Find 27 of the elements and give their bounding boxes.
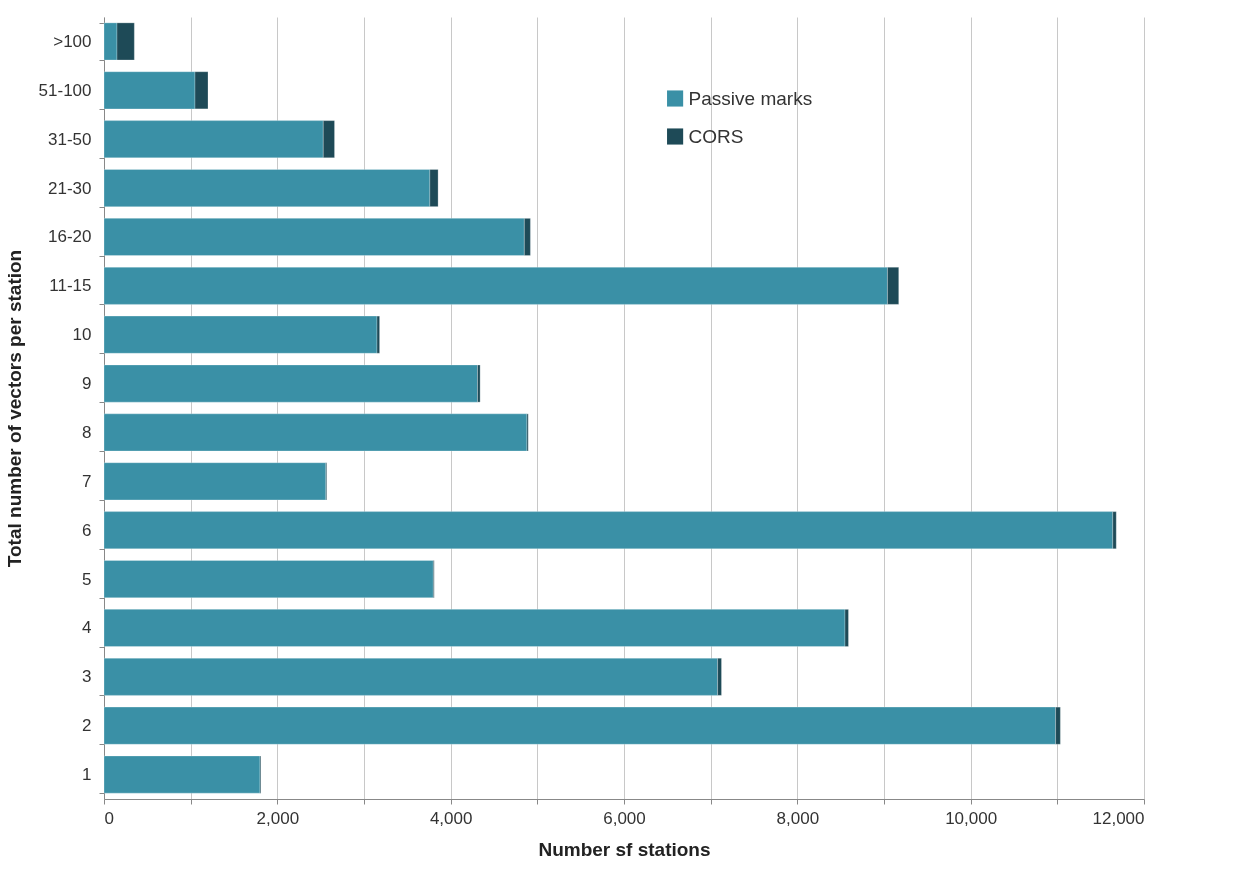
y-tick-label: 31-50 bbox=[48, 129, 92, 149]
y-tick-label: 11-15 bbox=[49, 276, 92, 296]
x-tick-label: 6,000 bbox=[603, 808, 646, 828]
y-tick-label: 10 bbox=[72, 325, 92, 345]
x-tick-label: 12,000 bbox=[1092, 808, 1145, 828]
y-tick-label: 7 bbox=[82, 471, 92, 491]
legend-label: Passive marks bbox=[688, 87, 813, 109]
y-tick-label: 8 bbox=[82, 422, 92, 442]
y-tick-label: 1 bbox=[82, 765, 92, 785]
y-tick-label: 21-30 bbox=[48, 178, 92, 198]
y-tick-label: 9 bbox=[82, 374, 92, 394]
y-tick-label: 5 bbox=[82, 569, 92, 589]
y-tick-label: 51-100 bbox=[38, 80, 92, 100]
x-axis-title: Number sf stations bbox=[538, 838, 711, 860]
x-tick-label: 4,000 bbox=[429, 808, 473, 828]
x-tick-label: 2,000 bbox=[256, 808, 300, 828]
y-tick-label: 3 bbox=[82, 667, 92, 687]
x-tick-label: 8,000 bbox=[776, 808, 820, 828]
y-axis-title: Total number of vectors per station bbox=[3, 249, 25, 568]
y-tick-label: 2 bbox=[82, 716, 92, 736]
y-tick-label: 16-20 bbox=[48, 227, 92, 247]
legend-label: CORS bbox=[688, 125, 744, 147]
y-tick-label: 6 bbox=[82, 520, 92, 540]
x-tick-label: 0 bbox=[104, 808, 114, 828]
y-tick-label: >100 bbox=[53, 31, 92, 51]
x-tick-label: 10,000 bbox=[945, 808, 998, 828]
y-tick-label: 4 bbox=[82, 618, 92, 638]
